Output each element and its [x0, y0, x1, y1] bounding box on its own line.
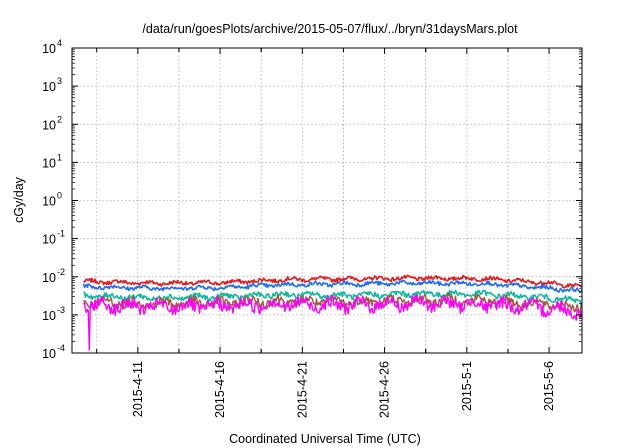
series-layer: [82, 274, 583, 351]
y-tick-exponent: 4: [57, 38, 62, 48]
y-tick-label: 10 4: [42, 38, 62, 56]
y-tick-exponent: 2: [57, 114, 62, 124]
y-tick-base: 10: [42, 309, 56, 323]
y-tick-base: 10: [42, 195, 56, 209]
y-tick-exponent: -1: [57, 229, 65, 239]
y-tick-base: 10: [42, 271, 56, 285]
y-tick-base: 10: [42, 42, 56, 56]
y-tick-label: 10 -3: [42, 305, 65, 323]
y-tick-base: 10: [42, 233, 56, 247]
series-line-1: [82, 274, 582, 289]
y-tick-label: 10 -4: [42, 343, 65, 361]
y-tick-exponent: -3: [57, 305, 65, 315]
y-tick-label: 10 1: [42, 152, 62, 170]
x-axis-label: Coordinated Universal Time (UTC): [229, 432, 421, 446]
x-axis-ticks: 2015-4-11 2015-4-16 2015-4-21 2015-4-26 2015…: [96, 48, 556, 418]
x-tick-label: 2015-5-1: [460, 361, 474, 411]
x-tick-label: 2015-4-21: [295, 361, 309, 418]
x-tick-label: 2015-4-16: [213, 361, 227, 418]
y-tick-exponent: -2: [57, 267, 65, 277]
y-tick-exponent: 1: [57, 152, 62, 162]
chart-title: /data/run/goesPlots/archive/2015-05-07/f…: [142, 22, 518, 36]
y-tick-base: 10: [42, 118, 56, 132]
y-tick-base: 10: [42, 80, 56, 94]
y-tick-label: 10 2: [42, 114, 62, 132]
x-tick-label: 2015-4-11: [131, 361, 145, 417]
y-tick-exponent: 3: [57, 76, 62, 86]
y-tick-label: 10 0: [42, 191, 62, 209]
y-tick-exponent: -4: [57, 343, 65, 353]
y-tick-label: 10 -1: [42, 229, 65, 247]
y-tick-label: 10 3: [42, 76, 62, 94]
y-tick-base: 10: [42, 347, 56, 361]
y-tick-exponent: 0: [57, 191, 62, 201]
x-tick-label: 2015-4-26: [378, 361, 392, 418]
grid: [72, 48, 582, 353]
y-tick-label: 10 -2: [42, 267, 65, 285]
series-line-2: [82, 279, 583, 294]
x-tick-label: 2015-5-6: [542, 361, 556, 411]
y-tick-base: 10: [42, 156, 56, 170]
series-line-5: [82, 294, 583, 351]
y-axis-label: cGy/day: [12, 176, 26, 223]
